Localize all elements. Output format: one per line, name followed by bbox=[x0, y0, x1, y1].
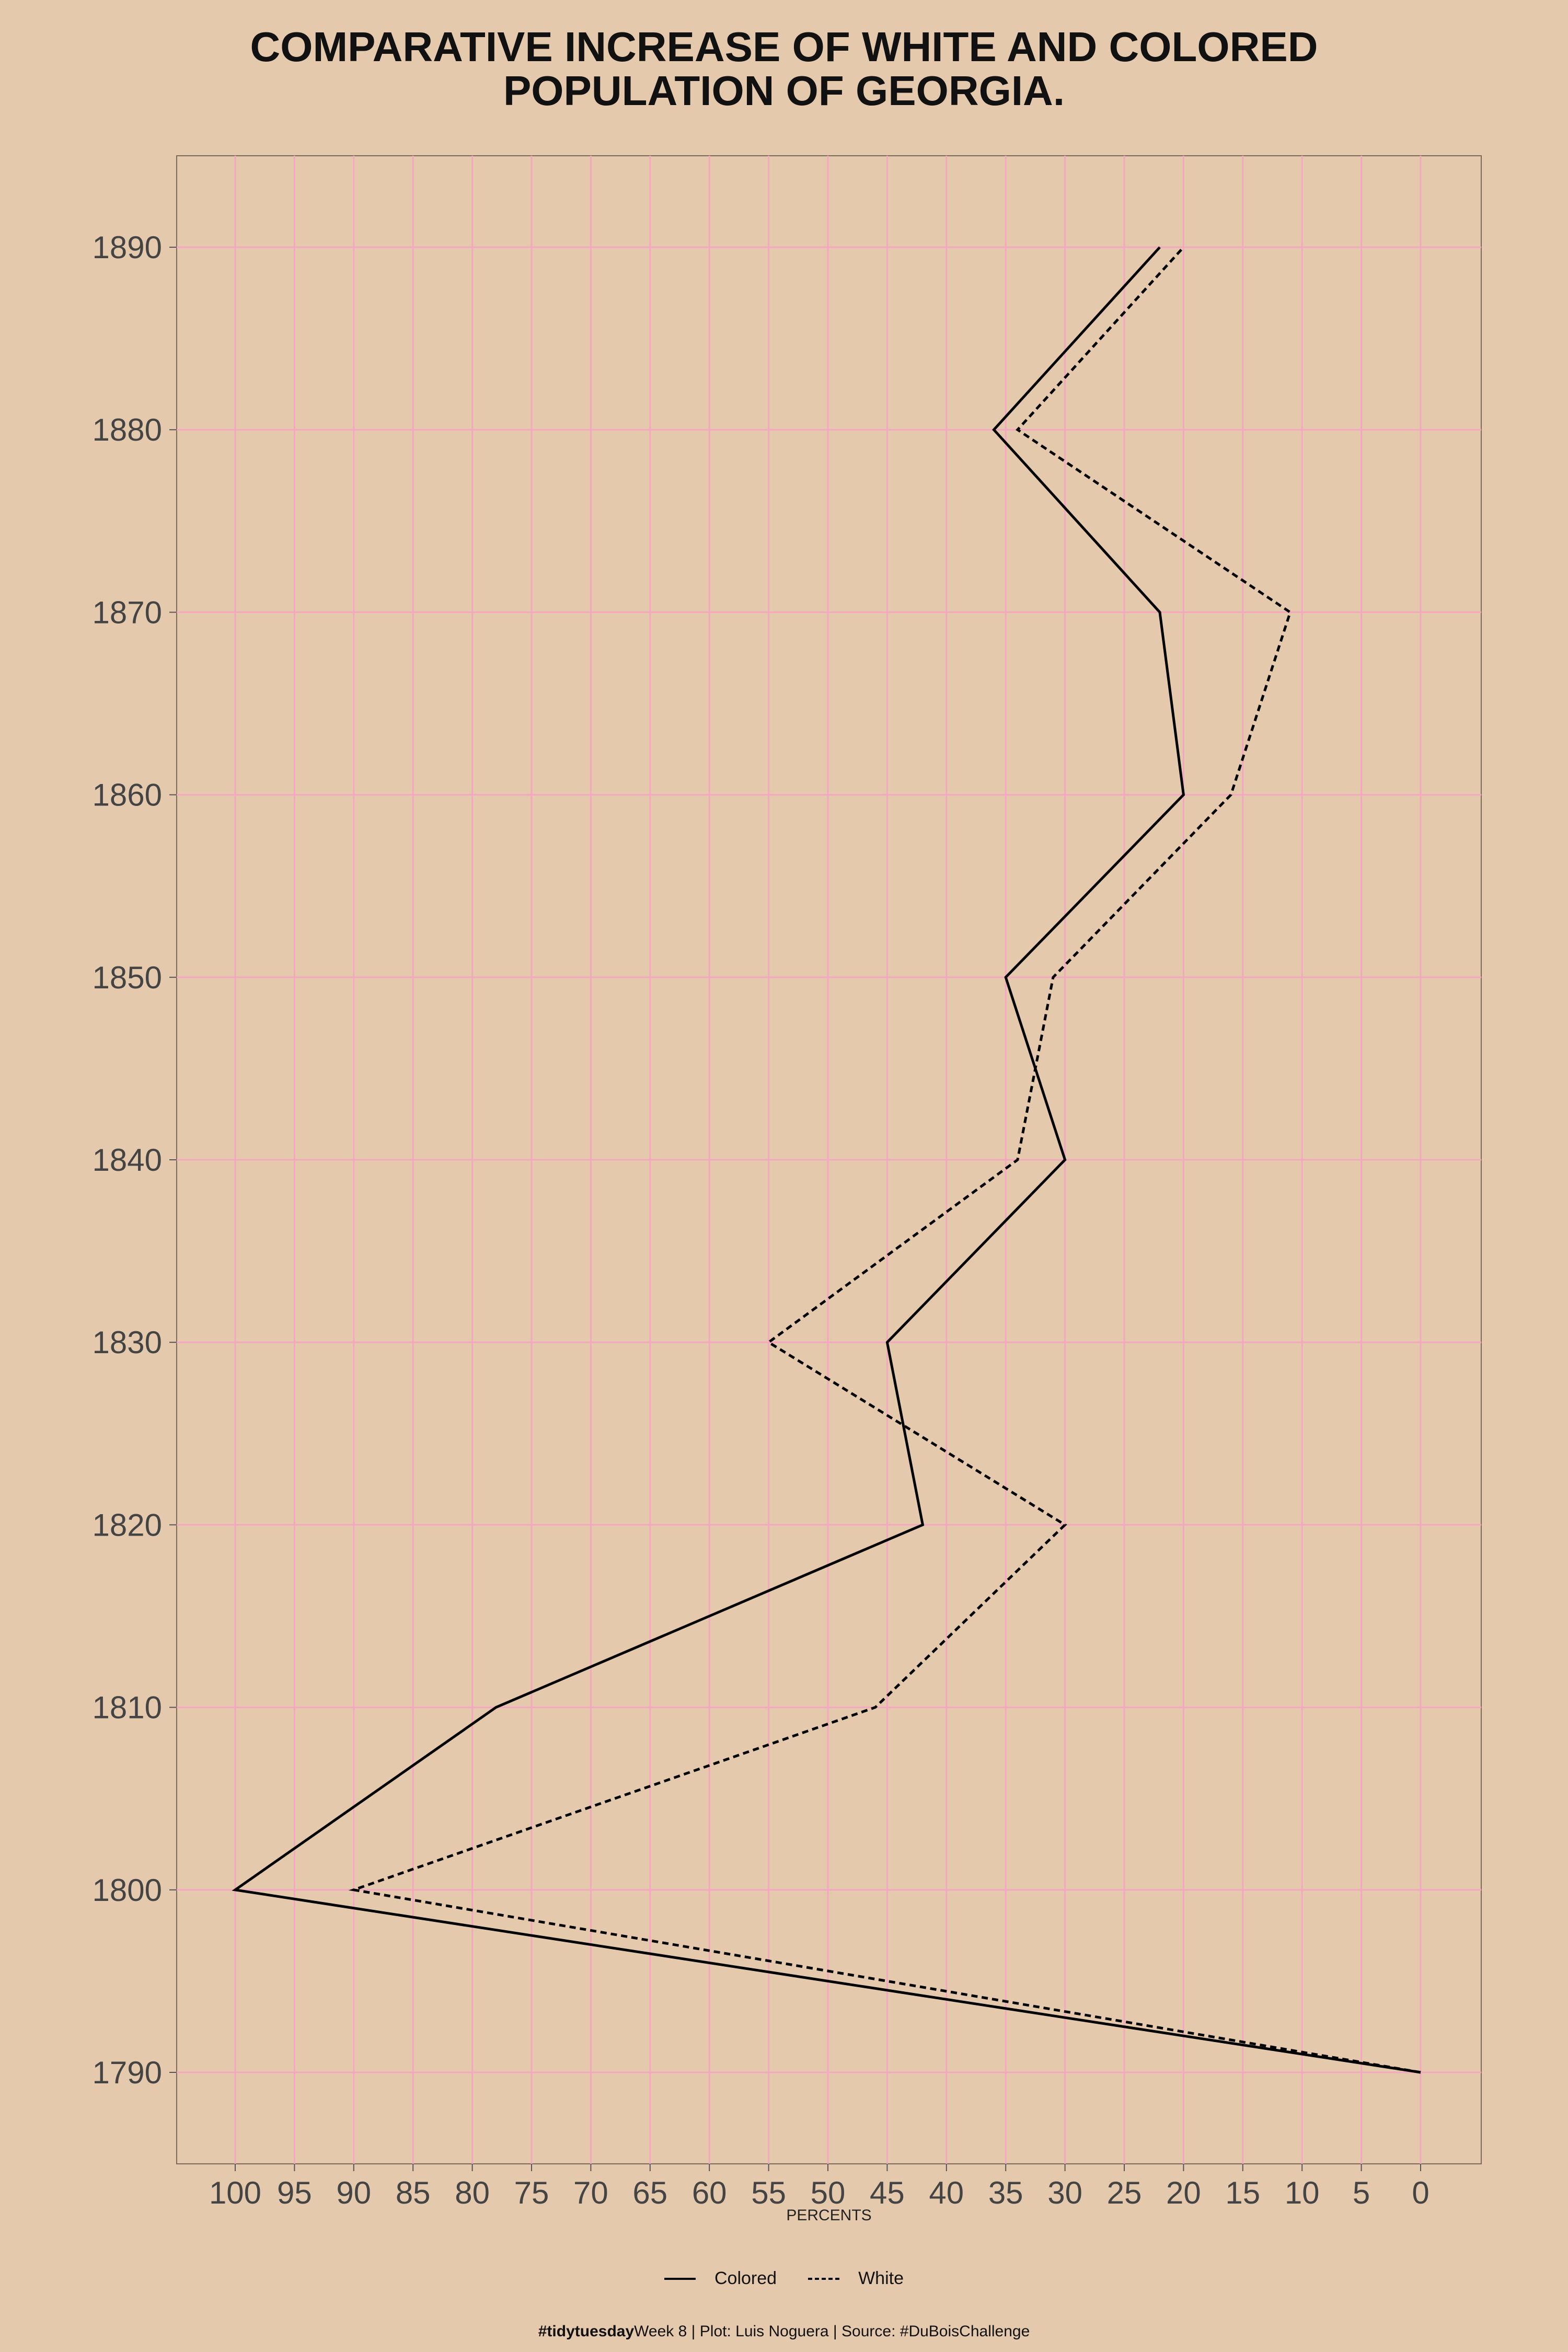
series-line-white bbox=[348, 246, 1421, 2074]
legend-item-white: White bbox=[808, 2268, 904, 2289]
legend-key-solid-line bbox=[664, 2277, 696, 2280]
x-tick-label: 80 bbox=[455, 2175, 490, 2210]
x-tick-label: 65 bbox=[632, 2175, 667, 2210]
caption: #tidytuesdayWeek 8 | Plot: Luis Noguera … bbox=[0, 2323, 1568, 2341]
x-tick-label: 15 bbox=[1225, 2175, 1260, 2210]
legend-label-white: White bbox=[858, 2268, 904, 2288]
chart-title-line-1: COMPARATIVE INCREASE OF WHITE AND COLORE… bbox=[250, 24, 1318, 70]
y-tick-label: 1880 bbox=[93, 412, 162, 447]
legend-key-dashed-line bbox=[808, 2277, 840, 2280]
x-tick-label: 0 bbox=[1412, 2175, 1429, 2210]
legend-item-colored: Colored bbox=[664, 2268, 777, 2289]
x-tick-label: 60 bbox=[692, 2175, 727, 2210]
x-tick-label: 45 bbox=[870, 2175, 905, 2210]
x-tick-label: 50 bbox=[811, 2175, 846, 2210]
x-tick-label: 30 bbox=[1047, 2175, 1082, 2210]
y-tick-label: 1870 bbox=[93, 595, 162, 630]
y-tick-label: 1810 bbox=[93, 1690, 162, 1725]
caption-text: Week 8 | Plot: Luis Noguera | Source: #D… bbox=[634, 2323, 1030, 2340]
x-axis-title: PERCENTS bbox=[786, 2207, 871, 2224]
y-tick-label: 1840 bbox=[93, 1143, 162, 1178]
y-tick-label: 1850 bbox=[93, 960, 162, 995]
x-tick-label: 75 bbox=[514, 2175, 549, 2210]
y-tick-label: 1890 bbox=[93, 230, 162, 265]
chart-title-line-2: POPULATION OF GEORGIA. bbox=[503, 67, 1065, 114]
x-tick-label: 35 bbox=[988, 2175, 1023, 2210]
x-tick-label: 95 bbox=[277, 2175, 312, 2210]
y-tick-label: 1820 bbox=[93, 1507, 162, 1542]
legend: Colored White bbox=[0, 2268, 1568, 2289]
y-tick-label: 1800 bbox=[93, 1873, 162, 1908]
x-tick-label: 55 bbox=[751, 2175, 786, 2210]
x-tick-label: 5 bbox=[1353, 2175, 1370, 2210]
y-tick-label: 1860 bbox=[93, 778, 162, 813]
x-tick-label: 10 bbox=[1285, 2175, 1320, 2210]
chart-title: COMPARATIVE INCREASE OF WHITE AND COLORE… bbox=[0, 25, 1568, 113]
x-tick-label: 20 bbox=[1166, 2175, 1201, 2210]
x-tick-label: 40 bbox=[929, 2175, 964, 2210]
x-tick-label: 90 bbox=[336, 2175, 371, 2210]
y-tick-label: 1790 bbox=[93, 2055, 162, 2090]
series-line-colored bbox=[232, 246, 1421, 2074]
x-tick-label: 85 bbox=[396, 2175, 431, 2210]
x-tick-label: 25 bbox=[1107, 2175, 1142, 2210]
x-tick-label: 70 bbox=[573, 2175, 608, 2210]
legend-label-colored: Colored bbox=[714, 2268, 777, 2288]
caption-hashtag: #tidytuesday bbox=[538, 2323, 635, 2340]
y-tick-label: 1830 bbox=[93, 1325, 162, 1360]
x-tick-label: 100 bbox=[209, 2175, 261, 2210]
